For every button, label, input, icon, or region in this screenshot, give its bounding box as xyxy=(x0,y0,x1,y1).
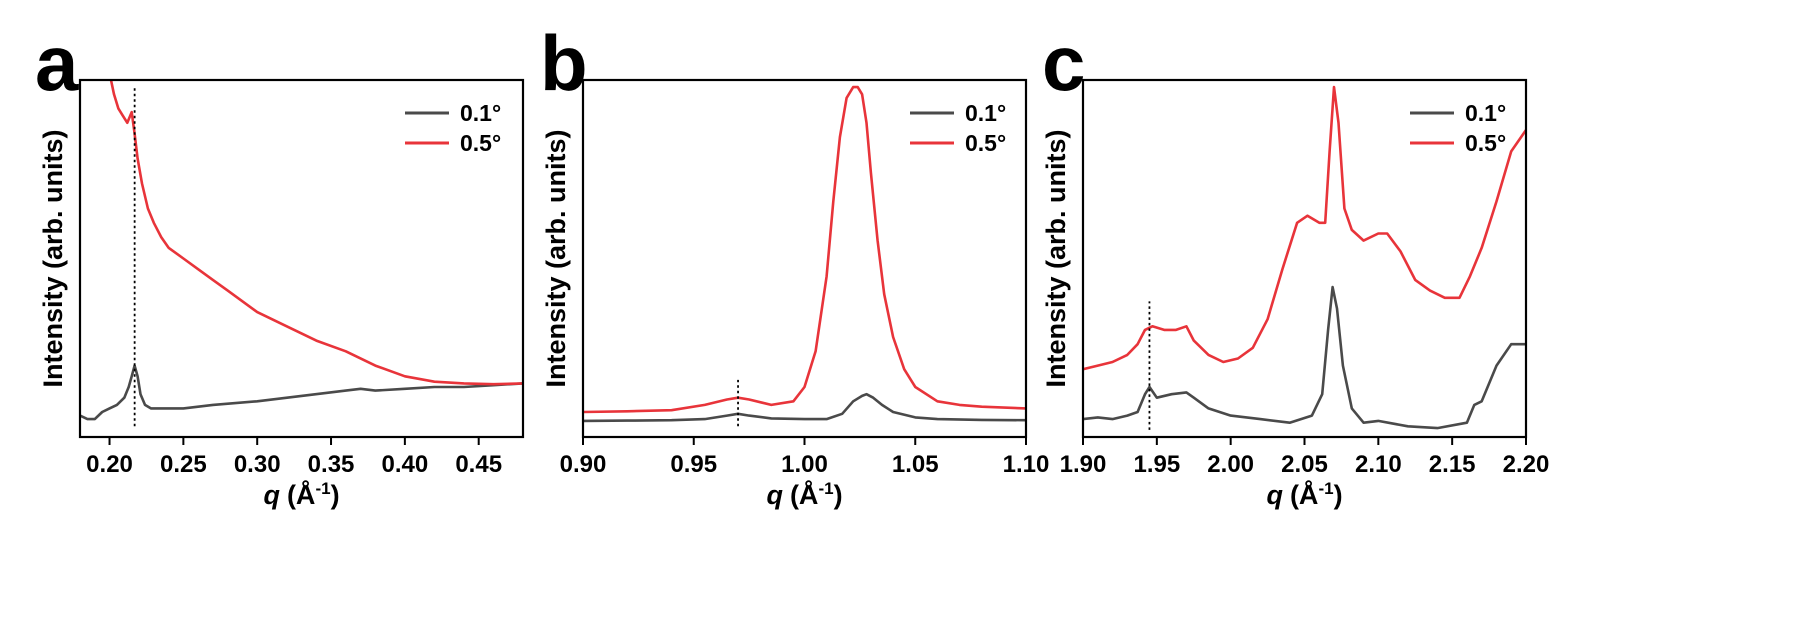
x-tick-label: 1.10 xyxy=(1003,451,1050,478)
x-axis-symbol: q xyxy=(1266,480,1283,510)
legend-label: 0.1° xyxy=(965,100,1006,126)
x-tick-label: 2.20 xyxy=(1503,451,1550,478)
x-tick-label: 0.40 xyxy=(382,451,429,478)
x-tick-label: 2.15 xyxy=(1429,451,1476,478)
x-axis-close: ) xyxy=(1334,480,1343,510)
x-tick-label: 0.90 xyxy=(560,451,607,478)
x-axis-exponent: -1 xyxy=(818,479,833,498)
x-tick-label: 1.00 xyxy=(781,451,828,478)
series-line-0-1deg xyxy=(583,392,1026,423)
x-axis-symbol: q xyxy=(766,480,783,510)
x-tick-label: 1.90 xyxy=(1060,451,1107,478)
x-axis-unit: (Å xyxy=(287,479,316,510)
panel-a: a 0.20 0.25 0.30 0.35 0.40 0.45 q (Å-1) Intensity… xyxy=(35,19,525,510)
panel-letter: c xyxy=(1042,19,1085,107)
legend-label: 0.1° xyxy=(1465,100,1506,126)
x-tick-label: 1.95 xyxy=(1133,451,1180,478)
series-line-0-1deg xyxy=(80,364,523,421)
y-axis-label: Intensity (arb. units) xyxy=(38,129,68,387)
series-line-0-5deg xyxy=(583,85,1026,414)
x-tick-label: 0.35 xyxy=(308,451,355,478)
legend-label: 0.1° xyxy=(460,100,501,126)
x-axis-exponent: -1 xyxy=(1318,479,1333,498)
series-line-0-1deg xyxy=(1083,285,1526,430)
panel-letter: a xyxy=(35,19,79,107)
x-tick-label: 0.95 xyxy=(670,451,717,478)
legend-label: 0.5° xyxy=(965,130,1006,156)
x-axis-unit: (Å xyxy=(790,479,819,510)
x-tick-label: 0.30 xyxy=(234,451,281,478)
legend-label: 0.5° xyxy=(1465,130,1506,156)
x-tick-label: 2.00 xyxy=(1207,451,1254,478)
y-axis-label: Intensity (arb. units) xyxy=(1041,129,1071,387)
axes-frame xyxy=(78,78,525,439)
x-axis-unit: (Å xyxy=(1290,479,1319,510)
x-tick-label: 0.45 xyxy=(455,451,502,478)
panel-b: b 0.90 0.95 1.00 1.05 1.10 q (Å-1) Intensity (ar… xyxy=(540,19,1049,510)
x-axis-symbol: q xyxy=(263,480,280,510)
series-line-0-5deg xyxy=(109,80,523,386)
series-line-0-5deg xyxy=(1083,85,1526,371)
x-tick-label: 0.20 xyxy=(86,451,133,478)
panel-c: c 1.90 1.95 2.00 2.05 2.10 2.15 2.20 q (Å-1) Inten… xyxy=(1041,19,1549,510)
x-tick-label: 1.05 xyxy=(892,451,939,478)
x-axis-label: q (Å-1) xyxy=(263,479,339,510)
x-axis-close: ) xyxy=(834,480,843,510)
panel-letter: b xyxy=(540,19,588,107)
x-axis-label: q (Å-1) xyxy=(1266,479,1342,510)
x-axis-exponent: -1 xyxy=(315,479,330,498)
x-tick-label: 2.05 xyxy=(1281,451,1328,478)
x-axis-close: ) xyxy=(331,480,340,510)
legend-label: 0.5° xyxy=(460,130,501,156)
x-tick-label: 0.25 xyxy=(160,451,207,478)
y-axis-label: Intensity (arb. units) xyxy=(541,129,571,387)
x-axis-label: q (Å-1) xyxy=(766,479,842,510)
x-tick-label: 2.10 xyxy=(1355,451,1402,478)
